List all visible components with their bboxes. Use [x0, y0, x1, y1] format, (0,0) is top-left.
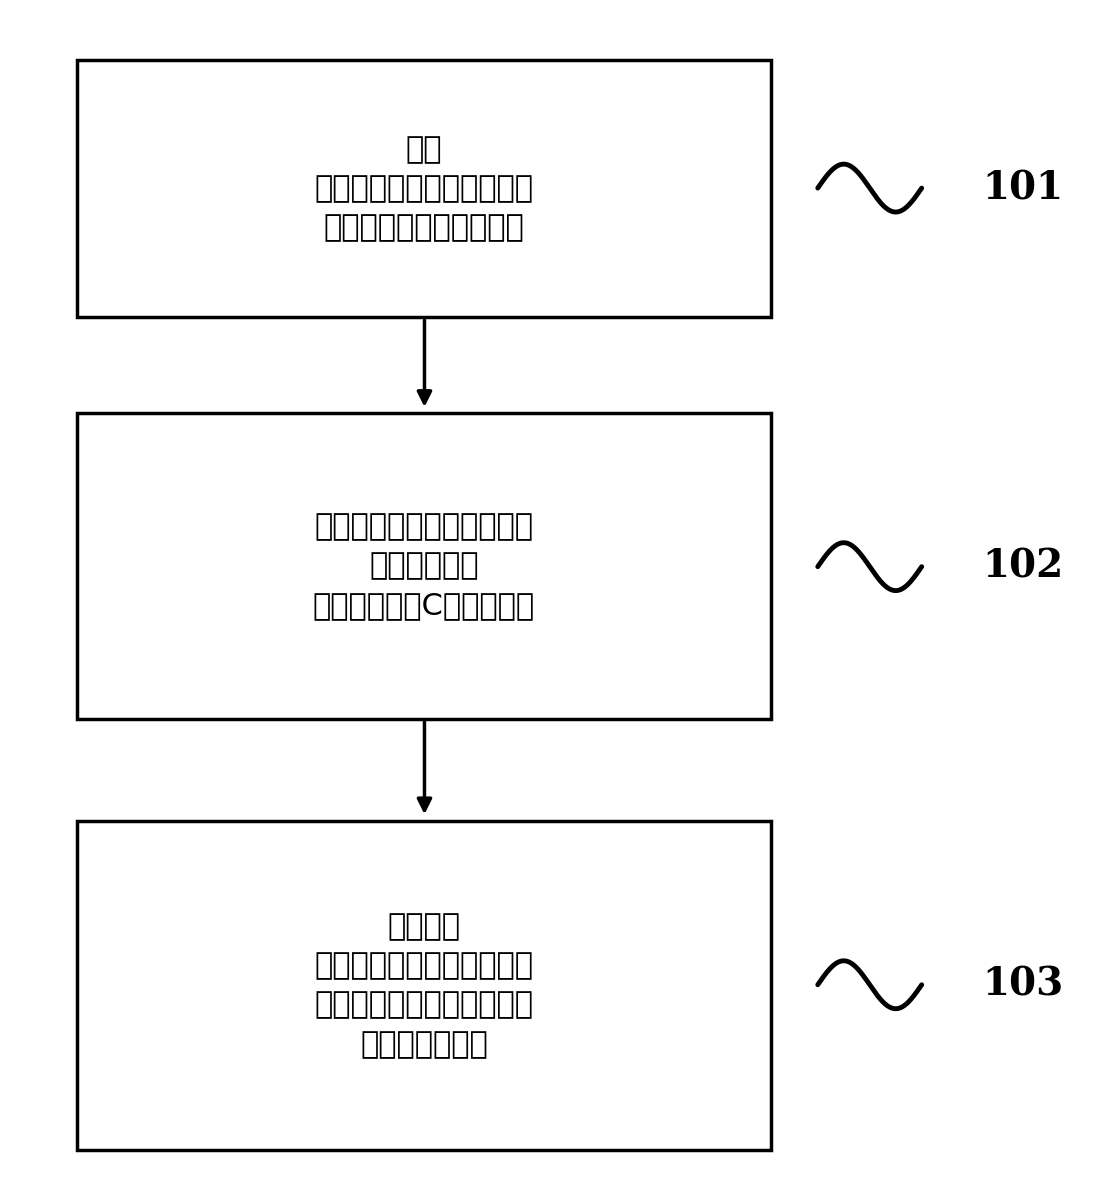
Text: 101: 101 [982, 169, 1063, 207]
Text: 103: 103 [982, 966, 1063, 1004]
Text: 以及控制
所述刀架床身的给进运动，
一次性完成所述弧面已成形
薄板的铣削工作: 以及控制 所述刀架床身的给进运动， 一次性完成所述弧面已成形 薄板的铣削工作 [314, 912, 534, 1059]
Text: 102: 102 [982, 547, 1063, 586]
Bar [77, 821, 771, 1150]
Text: 控制所述工作台带动所述弧
面已成形薄板
沿弧形导轨作C轴进给运动: 控制所述工作台带动所述弧 面已成形薄板 沿弧形导轨作C轴进给运动 [313, 513, 535, 619]
Text: 采用
真空吸附方式夹紧和放松工
作台上的弧面已成形薄板: 采用 真空吸附方式夹紧和放松工 作台上的弧面已成形薄板 [314, 135, 534, 242]
Bar [77, 413, 771, 719]
Bar [77, 60, 771, 317]
